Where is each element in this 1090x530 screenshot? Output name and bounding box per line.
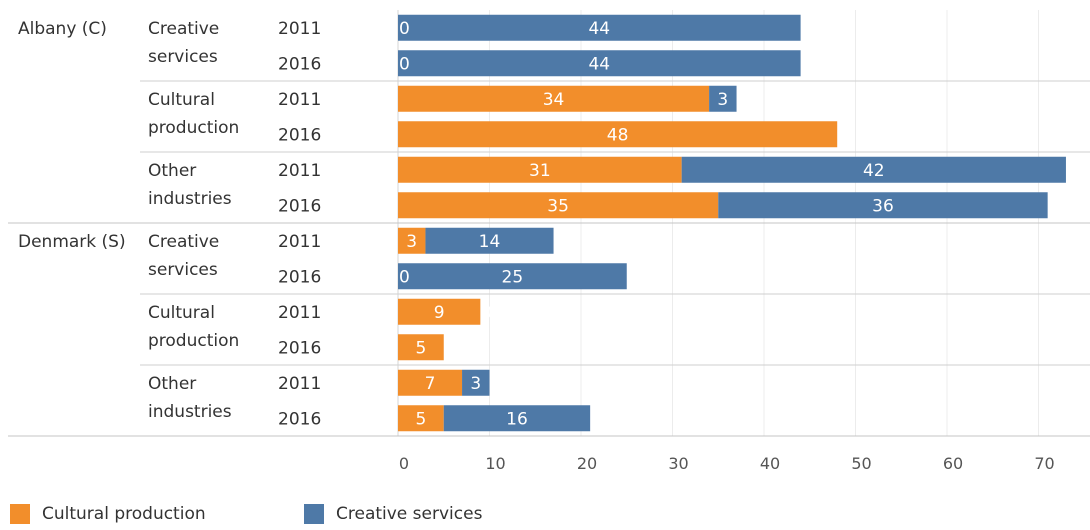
industry-label-line: Other [148, 374, 196, 394]
legend-label-creative: Creative services [336, 504, 483, 524]
bar-creative-services [398, 50, 801, 77]
year-label: 2016 [278, 267, 321, 287]
legend-swatch-cultural [10, 504, 30, 524]
bar-cultural-production [398, 298, 481, 325]
industry-label-line: Creative [148, 232, 219, 252]
bar-creative-services [443, 405, 591, 432]
x-tick-label: 70 [1034, 454, 1054, 473]
x-tick-label: 30 [668, 454, 688, 473]
bar-creative-services [718, 192, 1048, 219]
bar-cultural-production [398, 334, 444, 361]
bar-creative-services [425, 227, 554, 254]
industry-label: Other industries [148, 374, 232, 422]
bar-label-cultural-production: 48 [607, 125, 629, 145]
industry-label-line: industries [148, 189, 232, 209]
bar-label-creative-services: 42 [863, 161, 885, 181]
x-tick-labels: 0 10 20 30 40 50 60 70 [399, 454, 1055, 473]
x-tick-label: 60 [943, 454, 963, 473]
year-label: 2016 [278, 338, 321, 358]
industry-label: Creative services [148, 19, 219, 67]
bar-label-creative-services: 36 [872, 196, 894, 216]
year-label: 2016 [278, 409, 321, 429]
industry-label: Other industries [148, 161, 232, 209]
industry-label-line: Cultural [148, 303, 215, 323]
bar-label-cultural-production: 9 [434, 303, 445, 323]
bar-label-creative-services: 0 [481, 303, 492, 323]
bar-cultural-production [398, 405, 444, 432]
industry-label-line: Other [148, 161, 196, 181]
year-label: 2011 [278, 19, 321, 39]
bar-creative-services [681, 156, 1066, 183]
year-label: 2011 [278, 90, 321, 110]
legend-item-cultural[interactable]: Cultural production [10, 504, 206, 524]
legend-label-cultural: Cultural production [42, 504, 206, 524]
year-label: 2016 [278, 54, 321, 74]
year-label: 2011 [278, 232, 321, 252]
bar-label-cultural-production: 0 [399, 19, 410, 39]
bar-label-cultural-production: 5 [415, 338, 426, 358]
bar-label-cultural-production: 31 [529, 161, 551, 181]
bar-label-cultural-production: 3 [406, 232, 417, 252]
legend-item-creative[interactable]: Creative services [304, 504, 482, 524]
x-tick-label: 40 [760, 454, 780, 473]
year-label: 2016 [278, 125, 321, 145]
industry-label-line: services [148, 260, 218, 280]
bar-cultural-production [398, 85, 710, 112]
bar-label-cultural-production: 5 [415, 409, 426, 429]
region-label: Albany (C) [18, 19, 107, 39]
industry-label: Cultural production [148, 303, 239, 351]
bar-label-creative-services: 3 [470, 374, 481, 394]
bar-creative-services [398, 263, 627, 290]
bar-label-creative-services: 14 [479, 232, 501, 252]
legend-swatch-creative [304, 504, 324, 524]
industry-label-line: Cultural [148, 90, 215, 110]
x-tick-label: 50 [851, 454, 871, 473]
year-label: 2011 [278, 161, 321, 181]
year-label: 2011 [278, 303, 321, 323]
industry-label-line: production [148, 331, 239, 351]
industry-label-line: services [148, 47, 218, 67]
year-label: 2016 [278, 196, 321, 216]
bar-cultural-production [398, 369, 463, 396]
bar-cultural-production [398, 156, 682, 183]
bar-creative-services [398, 14, 801, 41]
industry-label: Creative services [148, 232, 219, 280]
x-tick-label: 20 [577, 454, 597, 473]
bar-creative-services [462, 369, 490, 396]
bar-cultural-production [398, 192, 719, 219]
bar-cultural-production [398, 227, 426, 254]
year-label: 2011 [278, 374, 321, 394]
region-label: Denmark (S) [18, 232, 126, 252]
bar-label-creative-services: 0 [445, 338, 456, 358]
bar-label-cultural-production: 0 [399, 267, 410, 287]
industry-label-line: Creative [148, 19, 219, 39]
bar-label-cultural-production: 35 [547, 196, 569, 216]
industry-label: Cultural production [148, 90, 239, 138]
industry-label-line: production [148, 118, 239, 138]
bar-label-cultural-production: 0 [399, 54, 410, 74]
x-tick-label: 0 [399, 454, 409, 473]
bar-label-cultural-production: 7 [425, 374, 436, 394]
bar-creative-services [709, 85, 737, 112]
bar-label-cultural-production: 34 [543, 90, 565, 110]
x-tick-label: 10 [485, 454, 505, 473]
bar-label-creative-services: 0 [838, 125, 849, 145]
industry-label-line: industries [148, 402, 232, 422]
bar-label-creative-services: 44 [588, 19, 610, 39]
bar-label-creative-services: 16 [506, 409, 528, 429]
bar-label-creative-services: 3 [717, 90, 728, 110]
bar-cultural-production [398, 121, 838, 148]
bar-label-creative-services: 44 [588, 54, 610, 74]
bar-label-creative-services: 25 [502, 267, 524, 287]
